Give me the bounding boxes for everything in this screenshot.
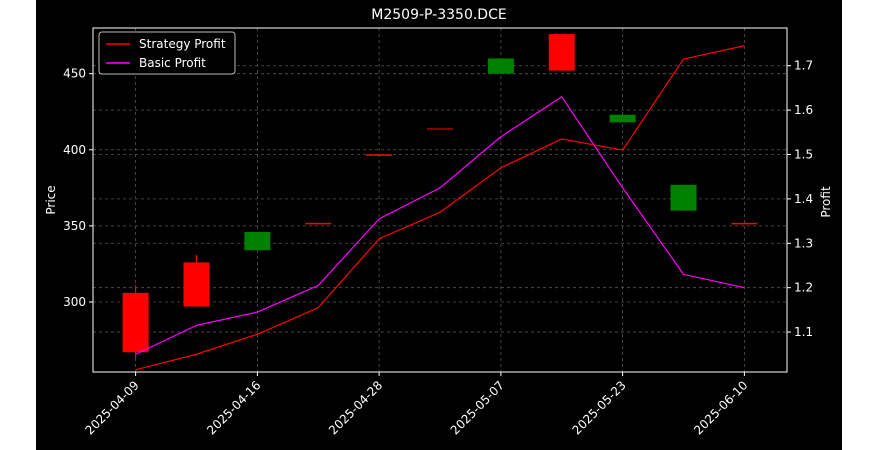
chart-title: M2509-P-3350.DCE: [371, 7, 506, 23]
strategy-profit-line: [135, 45, 745, 371]
candle-body: [427, 128, 453, 130]
tick-label-left: 400: [63, 143, 86, 157]
legend: Strategy Profit Basic Profit: [98, 31, 236, 75]
right-y-axis: 1.1 1.2 1.3 1.4 1.5 1.6 1.7: [787, 59, 813, 339]
candle-body: [183, 262, 210, 307]
tick-label-right: 1.6: [794, 103, 813, 117]
tick-label-left: 350: [63, 219, 86, 233]
profit-lines: [135, 45, 745, 371]
legend-box: [98, 31, 236, 75]
legend-label-basic-profit: Basic Profit: [139, 56, 206, 70]
candle-body: [731, 222, 758, 225]
tick-label-right: 1.5: [794, 148, 813, 162]
candle-body: [548, 34, 575, 71]
candle-body: [305, 222, 332, 225]
candle-body: [609, 114, 636, 123]
left-y-axis: 300 350 400 450: [63, 67, 93, 309]
tick-label-left: 300: [63, 295, 86, 309]
plot-frame: [92, 27, 788, 373]
candle-body: [366, 154, 393, 156]
y-axis-label-right: Profit: [819, 186, 833, 218]
tick-label-right: 1.7: [794, 59, 813, 73]
candle-body: [244, 231, 271, 251]
y-axis-label-left: Price: [44, 185, 58, 214]
legend-label-strategy-profit: Strategy Profit: [139, 37, 226, 51]
tick-label-right: 1.1: [794, 325, 813, 339]
candlesticks: [122, 34, 758, 359]
figure-background: [36, 0, 842, 450]
tick-label-left: 450: [63, 67, 86, 81]
candle-body: [670, 184, 697, 211]
candle-body: [487, 58, 514, 74]
tick-label-right: 1.2: [794, 281, 813, 295]
candle-body: [122, 292, 149, 353]
tick-label-right: 1.4: [794, 192, 813, 206]
tick-label-right: 1.3: [794, 236, 813, 250]
basic-profit-line: [135, 96, 745, 355]
